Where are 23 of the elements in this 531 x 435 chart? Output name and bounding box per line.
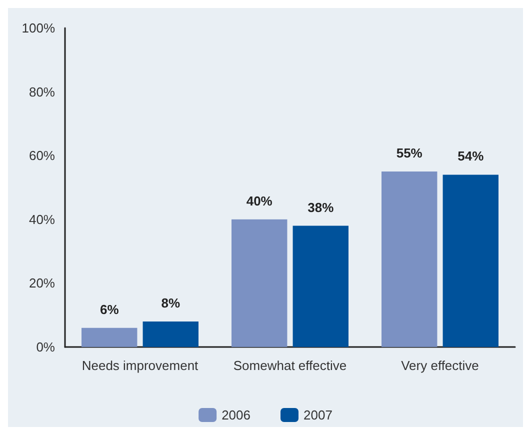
bar	[382, 172, 438, 347]
data-label: 40%	[246, 193, 273, 208]
data-label: 6%	[100, 302, 120, 317]
x-tick-label: Very effective	[401, 358, 479, 373]
y-tick-label: 40%	[28, 212, 56, 227]
data-label: 55%	[396, 146, 423, 161]
bar	[442, 174, 498, 347]
data-label: 8%	[161, 295, 180, 310]
bar	[292, 226, 348, 347]
x-tick-label: Somewhat effective	[233, 358, 347, 373]
y-tick-label: 0%	[36, 340, 56, 354]
data-label: 38%	[308, 200, 334, 215]
data-label: 54%	[458, 148, 484, 164]
legend-label: 2006	[222, 408, 250, 422]
x-tick-label: Needs improvement	[82, 358, 199, 373]
legend-label: 2007	[304, 408, 332, 422]
bar	[232, 219, 288, 347]
y-tick-label: 80%	[28, 84, 56, 100]
y-tick-label: 100%	[22, 20, 56, 36]
y-tick-label: 60%	[28, 148, 56, 164]
y-tick-label: 20%	[28, 276, 56, 291]
bar	[82, 328, 138, 347]
bar	[142, 321, 198, 347]
